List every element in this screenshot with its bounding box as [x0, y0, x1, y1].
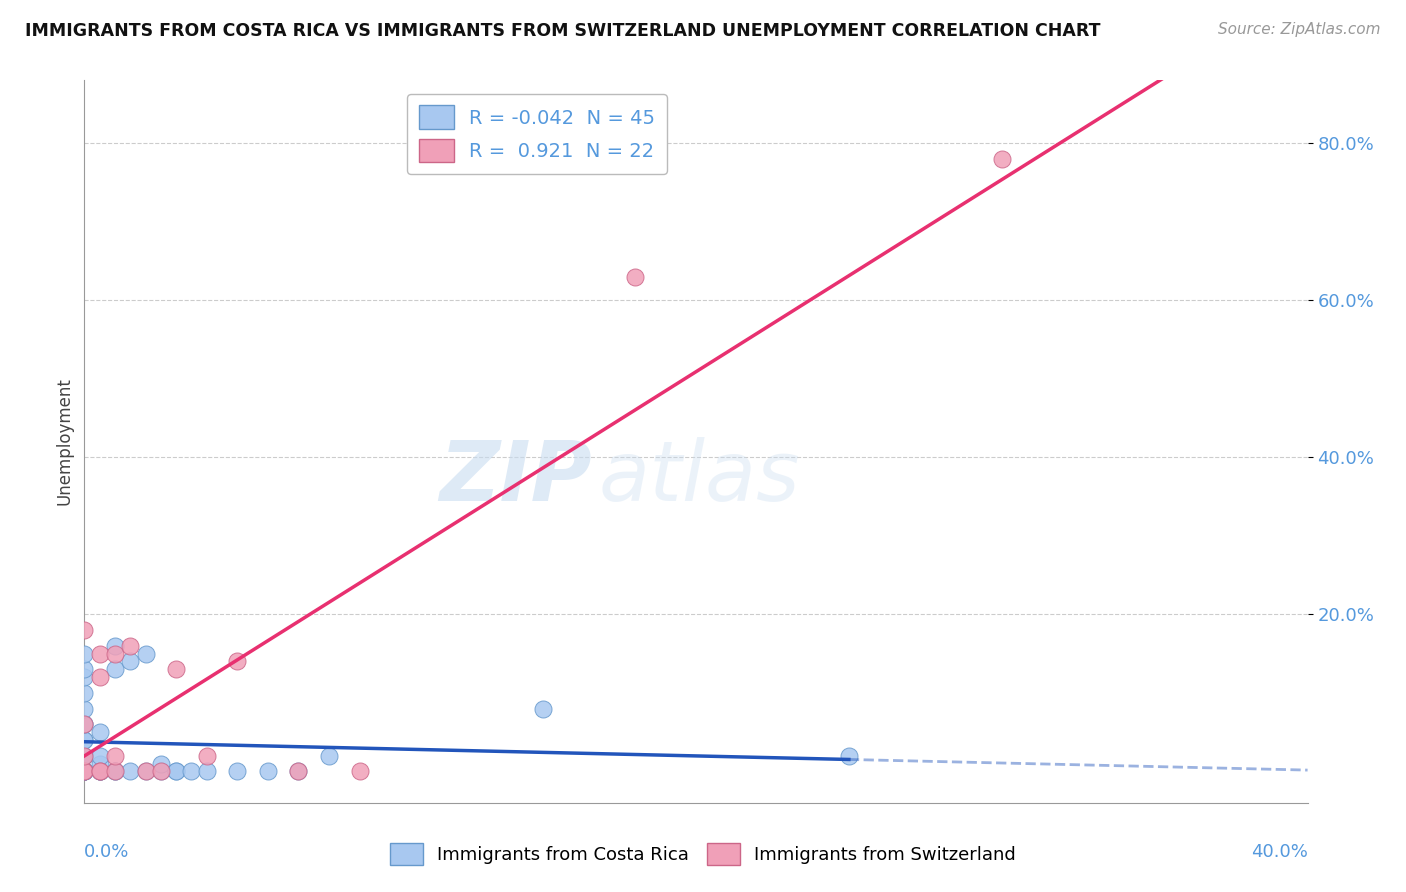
Point	[73, 764, 96, 779]
Point	[73, 764, 96, 779]
Legend: Immigrants from Costa Rica, Immigrants from Switzerland: Immigrants from Costa Rica, Immigrants f…	[382, 836, 1024, 872]
Point	[104, 748, 127, 763]
Text: 40.0%: 40.0%	[1251, 843, 1308, 861]
Point	[73, 717, 96, 731]
Point	[180, 764, 202, 779]
Point	[73, 662, 96, 676]
Point	[73, 623, 96, 637]
Point	[226, 655, 249, 669]
Point	[73, 748, 96, 763]
Point	[104, 764, 127, 779]
Point	[135, 764, 157, 779]
Point	[149, 764, 172, 779]
Point	[89, 670, 111, 684]
Y-axis label: Unemployment: Unemployment	[55, 377, 73, 506]
Point	[104, 639, 127, 653]
Point	[135, 764, 157, 779]
Text: ZIP: ZIP	[439, 437, 592, 518]
Point	[89, 748, 111, 763]
Point	[73, 733, 96, 747]
Point	[73, 764, 96, 779]
Point	[257, 764, 280, 779]
Point	[195, 748, 218, 763]
Point	[624, 269, 647, 284]
Point	[73, 764, 96, 779]
Point	[73, 670, 96, 684]
Point	[73, 717, 96, 731]
Point	[149, 764, 172, 779]
Point	[165, 662, 187, 676]
Point	[104, 764, 127, 779]
Text: Source: ZipAtlas.com: Source: ZipAtlas.com	[1218, 22, 1381, 37]
Point	[89, 647, 111, 661]
Point	[89, 764, 111, 779]
Point	[89, 756, 111, 771]
Point	[89, 764, 111, 779]
Point	[287, 764, 309, 779]
Text: IMMIGRANTS FROM COSTA RICA VS IMMIGRANTS FROM SWITZERLAND UNEMPLOYMENT CORRELATI: IMMIGRANTS FROM COSTA RICA VS IMMIGRANTS…	[25, 22, 1101, 40]
Point	[89, 764, 111, 779]
Point	[73, 764, 96, 779]
Point	[135, 647, 157, 661]
Point	[73, 647, 96, 661]
Point	[120, 639, 142, 653]
Point	[89, 725, 111, 739]
Point	[531, 701, 554, 715]
Point	[104, 764, 127, 779]
Point	[149, 756, 172, 771]
Legend: R = -0.042  N = 45, R =  0.921  N = 22: R = -0.042 N = 45, R = 0.921 N = 22	[406, 94, 666, 174]
Point	[73, 764, 96, 779]
Point	[73, 764, 96, 779]
Point	[73, 701, 96, 715]
Point	[991, 152, 1014, 166]
Point	[838, 748, 860, 763]
Point	[349, 764, 371, 779]
Point	[104, 662, 127, 676]
Point	[73, 748, 96, 763]
Text: 0.0%: 0.0%	[84, 843, 129, 861]
Point	[73, 717, 96, 731]
Point	[287, 764, 309, 779]
Point	[195, 764, 218, 779]
Point	[120, 764, 142, 779]
Point	[120, 655, 142, 669]
Point	[89, 764, 111, 779]
Point	[73, 764, 96, 779]
Point	[73, 748, 96, 763]
Text: atlas: atlas	[598, 437, 800, 518]
Point	[73, 764, 96, 779]
Point	[104, 647, 127, 661]
Point	[165, 764, 187, 779]
Point	[89, 764, 111, 779]
Point	[318, 748, 340, 763]
Point	[73, 686, 96, 700]
Point	[226, 764, 249, 779]
Point	[73, 733, 96, 747]
Point	[73, 764, 96, 779]
Point	[165, 764, 187, 779]
